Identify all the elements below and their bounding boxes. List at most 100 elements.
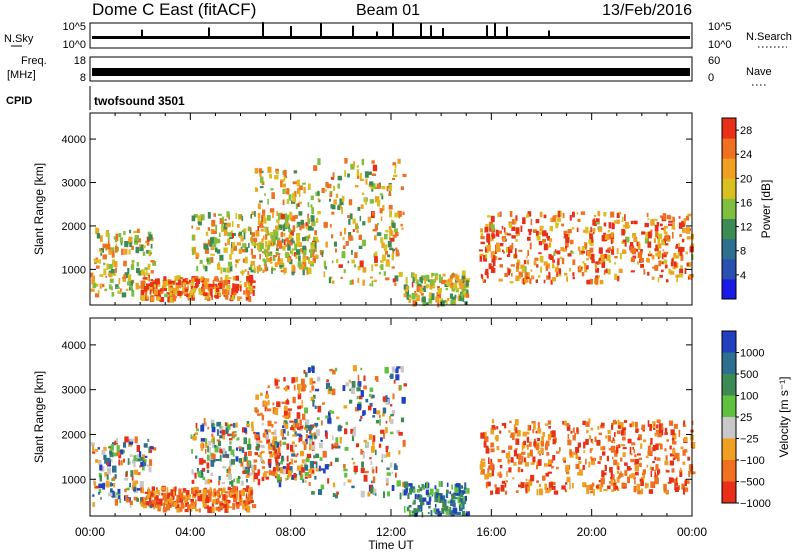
echo-cell — [635, 471, 639, 476]
echo-cell — [187, 295, 191, 299]
echo-cell — [449, 293, 453, 299]
echo-cell — [588, 418, 591, 424]
echo-cell — [381, 453, 384, 460]
echo-cell — [636, 483, 640, 491]
echo-cell — [447, 500, 452, 504]
echo-cell — [504, 232, 508, 236]
echo-cell — [642, 472, 646, 476]
echo-cell — [361, 461, 364, 468]
echo-cell — [657, 236, 660, 244]
colorbar-segment — [722, 395, 736, 418]
echo-cell — [386, 259, 390, 263]
echo-cell — [508, 246, 513, 253]
echo-cell — [185, 502, 189, 507]
echo-cell — [669, 460, 674, 466]
echo-cell — [674, 482, 678, 487]
echo-cell — [214, 445, 219, 453]
echo-cell — [256, 409, 259, 413]
colorbar-segment — [722, 374, 736, 396]
echo-cell — [380, 437, 383, 442]
echo-cell — [657, 468, 660, 476]
echo-cell — [376, 232, 382, 236]
echo-cell — [508, 430, 511, 433]
echo-cell — [343, 464, 346, 469]
echo-cell — [352, 365, 357, 372]
echo-cell — [178, 280, 181, 285]
echo-cell — [520, 225, 523, 232]
echo-cell — [252, 504, 257, 509]
echo-cell — [570, 239, 574, 245]
echo-cell — [313, 165, 318, 171]
colorbar-segment — [722, 218, 736, 240]
echo-cell — [148, 466, 152, 473]
echo-cell — [125, 498, 130, 503]
echo-cell — [654, 248, 657, 252]
echo-cell — [351, 249, 353, 255]
echo-cell — [283, 410, 288, 416]
echo-cell — [270, 188, 274, 191]
echo-cell — [269, 173, 272, 179]
echo-cell — [251, 232, 256, 237]
echo-cell — [168, 288, 173, 292]
echo-cell — [115, 243, 117, 247]
echo-cell — [336, 491, 339, 495]
echo-cell — [485, 246, 487, 253]
echo-cell — [204, 496, 206, 499]
echo-cell — [304, 407, 308, 414]
echo-cell — [307, 213, 309, 220]
echo-cell — [595, 277, 599, 285]
echo-cell — [656, 222, 660, 227]
echo-cell — [373, 279, 377, 283]
echo-cell — [313, 455, 316, 459]
echo-cell — [203, 244, 208, 250]
x-tick-label: 20:00 — [577, 525, 607, 539]
echo-cell — [576, 212, 579, 215]
echo-cell — [309, 261, 314, 264]
echo-cell — [98, 489, 102, 493]
echo-cell — [128, 236, 132, 243]
nsky-spike — [420, 22, 422, 37]
echo-cell — [142, 251, 146, 256]
echo-cell — [106, 462, 110, 466]
echo-cell — [526, 446, 529, 450]
echo-cell — [530, 474, 535, 482]
echo-cell — [668, 268, 671, 275]
echo-cell — [310, 204, 313, 208]
echo-cell — [691, 471, 696, 475]
echo-cell — [243, 469, 248, 475]
echo-cell — [636, 453, 641, 456]
echo-cell — [274, 476, 277, 479]
echo-cell — [210, 288, 213, 296]
echo-cell — [599, 488, 602, 492]
echo-cell — [264, 403, 268, 409]
echo-cell — [524, 266, 527, 273]
echo-cell — [256, 436, 261, 441]
echo-cell — [122, 277, 126, 282]
echo-cell — [232, 431, 237, 434]
echo-cell — [385, 277, 390, 281]
echo-cell — [105, 480, 110, 488]
echo-cell — [123, 458, 125, 463]
echo-cell — [371, 394, 375, 399]
echo-cell — [202, 285, 205, 290]
echo-cell — [585, 265, 589, 270]
echo-cell — [654, 478, 659, 485]
echo-cell — [308, 249, 314, 253]
echo-cell — [679, 268, 684, 274]
echo-cell — [245, 294, 249, 297]
echo-cell — [222, 487, 226, 493]
echo-cell — [272, 444, 276, 451]
echo-cell — [632, 246, 635, 251]
echo-cell — [629, 474, 633, 479]
echo-cell — [263, 401, 268, 406]
echo-cell — [455, 275, 460, 282]
echo-cell — [582, 261, 585, 264]
echo-cell — [282, 245, 286, 251]
echo-cell — [616, 446, 619, 454]
echo-cell — [320, 468, 325, 471]
echo-cell — [125, 288, 129, 291]
echo-cell — [385, 251, 389, 255]
echo-cell — [310, 215, 315, 222]
echo-cell — [259, 186, 264, 189]
echo-cell — [591, 440, 594, 444]
